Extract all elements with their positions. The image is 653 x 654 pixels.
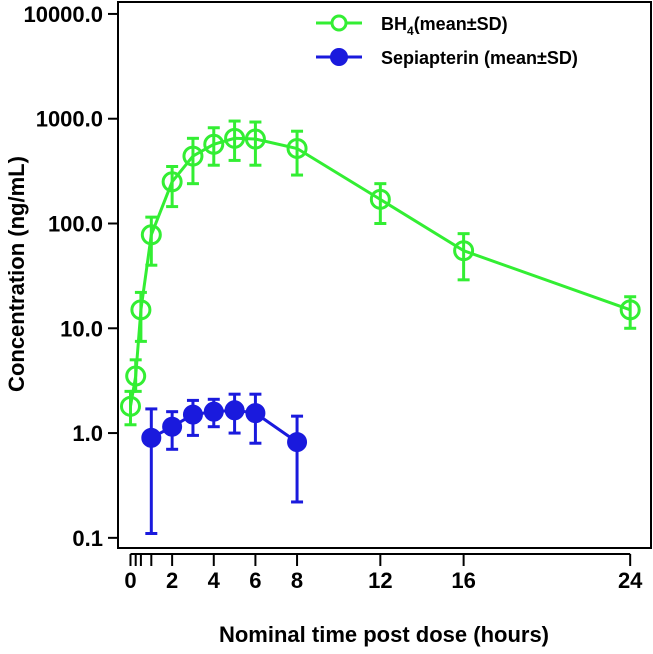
data-point [287,432,308,453]
data-point [140,224,162,246]
y-tick-label: 0.1 [72,526,103,551]
data-point [245,403,266,424]
data-point [224,400,245,421]
data-point [369,188,391,210]
x-tick-label: 12 [368,568,392,593]
y-axis: 0.1 1.0 10.0 100.0 1000.0 10000.0 [23,2,118,551]
y-tick-label: 1000.0 [36,107,103,132]
legend-label-bh4: BH4(mean±SD) [381,14,508,38]
x-tick-label: 8 [291,568,303,593]
y-tick-label: 10000.0 [23,2,103,27]
data-point [619,299,641,321]
x-tick-label: 16 [451,568,475,593]
data-point [453,240,475,262]
legend: BH4(mean±SD) Sepiapterin (mean±SD) [316,14,578,68]
x-axis-title: Nominal time post dose (hours) [219,622,549,647]
x-axis: 0 2 4 6 8 12 16 24 [124,553,643,593]
data-point [125,365,147,387]
plot-frame [117,1,652,549]
data-point [203,133,225,155]
y-tick-label: 100.0 [48,212,103,237]
x-tick-label: 24 [618,568,643,593]
series-layer [119,119,641,536]
x-tick-label: 4 [208,568,221,593]
data-point [161,171,183,193]
series-0 [119,119,641,427]
x-tick-label: 0 [124,568,136,593]
data-point [141,427,162,448]
data-point [130,299,152,321]
data-point [119,395,141,417]
data-point [224,127,246,149]
data-point [244,128,266,150]
y-axis-title: Concentration (ng/mL) [4,156,29,392]
legend-label-sepiapterin: Sepiapterin (mean±SD) [381,48,578,68]
x-tick-label: 2 [166,568,178,593]
y-tick-label: 10.0 [60,316,103,341]
data-point [162,416,183,437]
legend-marker-sepiapterin [330,48,348,66]
series-1 [141,392,308,536]
series-line [129,136,631,407]
data-point [203,401,224,422]
data-point [286,137,308,159]
data-point [182,145,204,167]
legend-marker-bh4 [330,14,348,32]
y-tick-label: 1.0 [72,421,103,446]
data-point [182,404,203,425]
x-tick-label: 6 [249,568,261,593]
